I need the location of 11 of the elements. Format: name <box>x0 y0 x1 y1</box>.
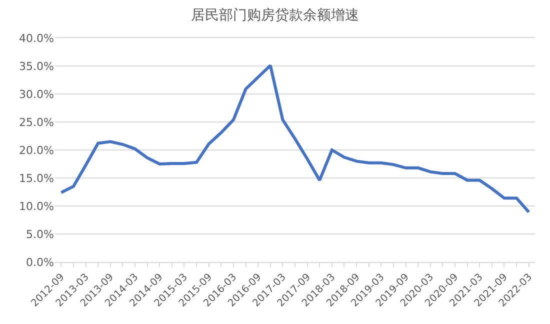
y-tick-label: 10.0% <box>19 200 54 213</box>
chart-title: 居民部门购房贷款余额增速 <box>191 8 359 24</box>
y-tick-label: 0.0% <box>26 256 54 269</box>
y-tick-label: 40.0% <box>19 32 54 45</box>
y-tick-label: 15.0% <box>19 172 54 185</box>
line-series <box>60 64 530 214</box>
y-tick-label: 35.0% <box>19 60 54 73</box>
y-tick-label: 30.0% <box>19 88 54 101</box>
y-tick-label: 25.0% <box>19 116 54 129</box>
y-tick-label: 5.0% <box>26 228 54 241</box>
y-tick-label: 20.0% <box>19 144 54 157</box>
